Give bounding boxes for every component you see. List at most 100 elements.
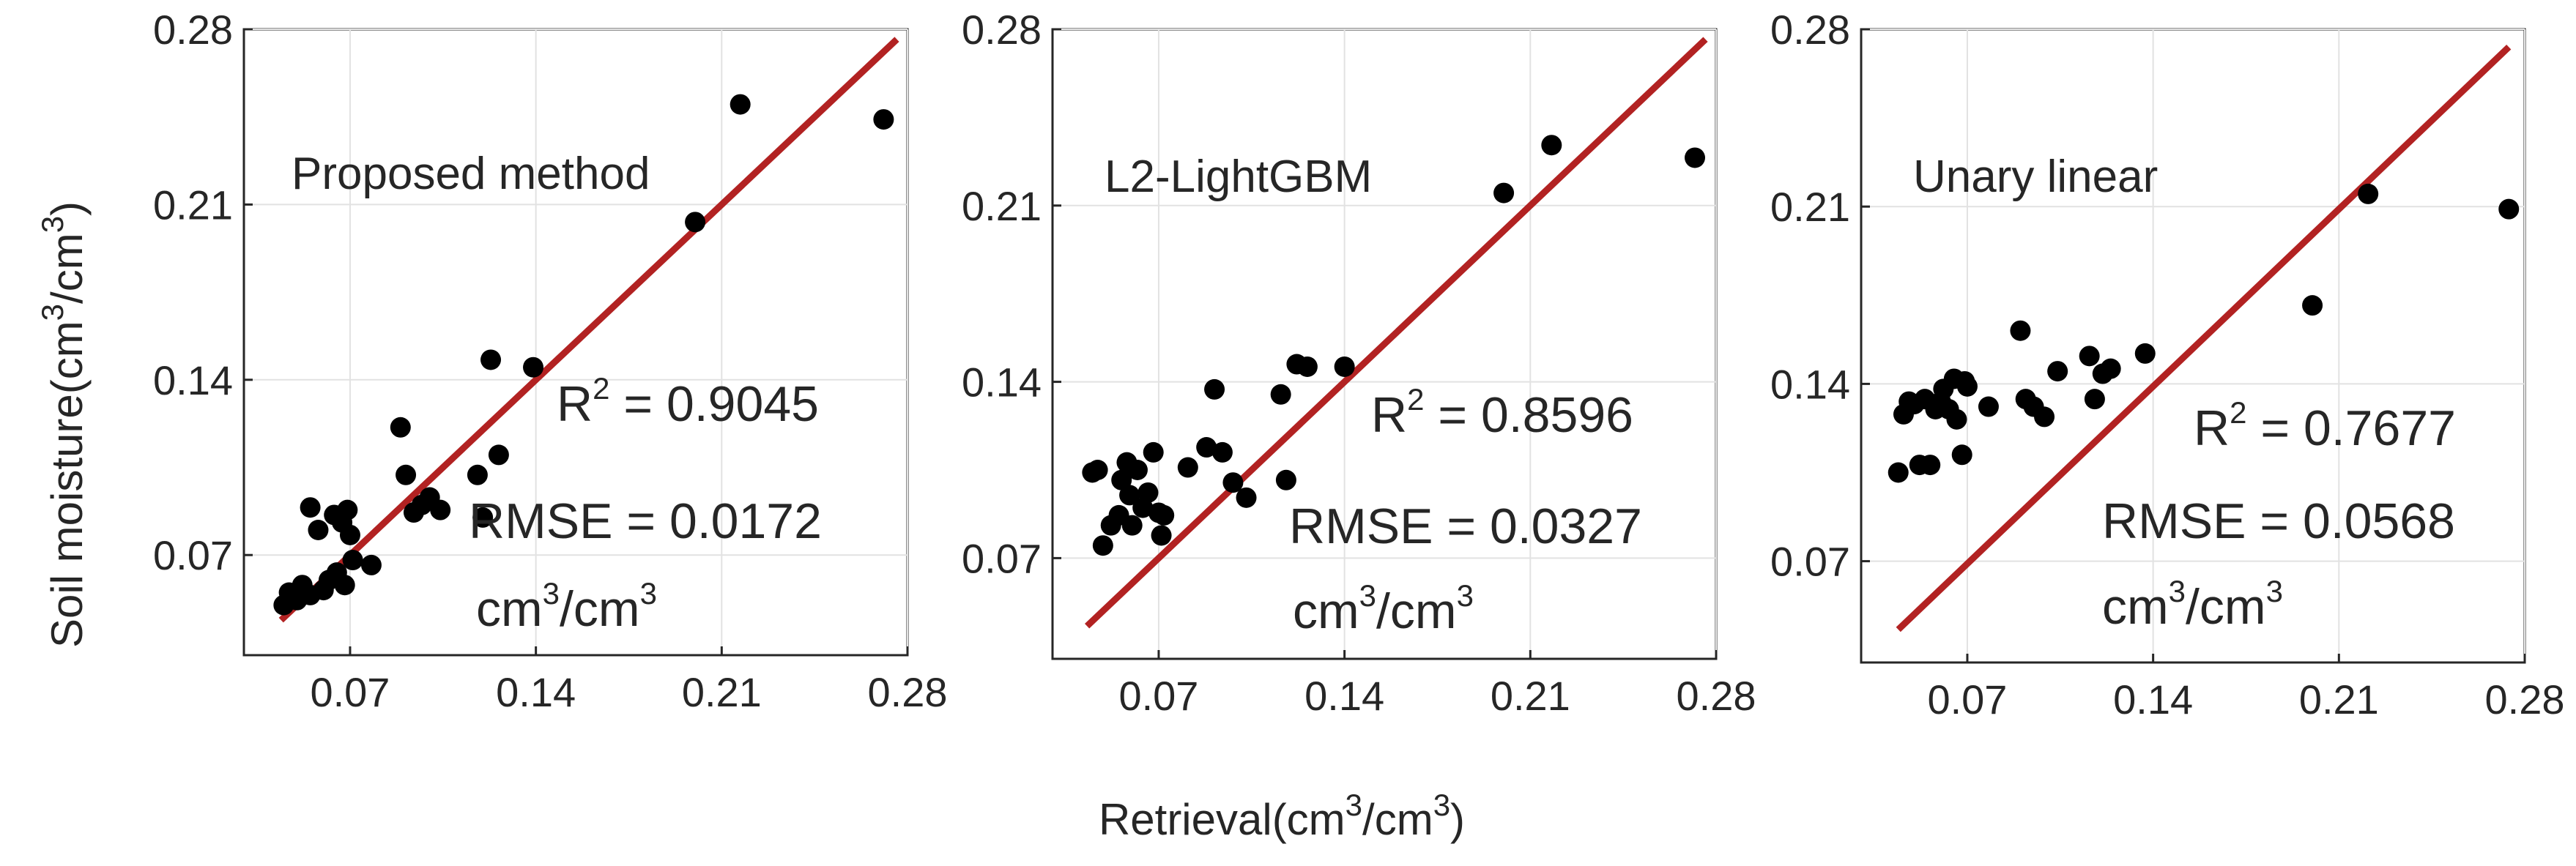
data-point-6	[308, 520, 329, 540]
data-point-23	[1275, 469, 1296, 490]
r2-annotation: R2 = 0.9045	[557, 371, 819, 432]
data-point-7	[1119, 485, 1140, 506]
y-tick-label-2: 0.21	[1770, 184, 1850, 230]
data-point-29	[1685, 147, 1706, 168]
y-tick-labels: 0.07 0.14 0.21 0.28	[1770, 7, 1850, 585]
data-point-18	[1204, 378, 1225, 400]
x-tick-label-1: 0.14	[1304, 673, 1384, 719]
data-point-25	[480, 349, 502, 370]
data-point-27	[2302, 295, 2323, 316]
data-point-25	[1296, 356, 1318, 377]
fit-line	[278, 37, 899, 623]
data-point-0	[1888, 462, 1909, 483]
data-point-12	[334, 575, 355, 596]
x-tick-labels: 0.07 0.14 0.21 0.28	[310, 669, 947, 715]
y-tick-label-0: 0.07	[153, 532, 233, 578]
data-point-13	[1951, 444, 1972, 466]
data-point-20	[1222, 472, 1244, 493]
data-point-21	[1236, 487, 1257, 508]
data-point-15	[1154, 504, 1175, 526]
x-tick-label-3: 0.28	[1677, 673, 1756, 719]
x-tick-label-0: 0.07	[1118, 673, 1198, 719]
data-point-28	[685, 212, 706, 233]
data-point-13	[337, 499, 358, 520]
data-point-14	[339, 524, 360, 545]
rmse-unit: cm3/cm3	[476, 576, 657, 637]
y-tick-labels: 0.07 0.14 0.21 0.28	[962, 7, 1042, 581]
x-axis-label: Retrieval(cm3/cm3)	[1099, 788, 1465, 844]
x-tick-label-2: 0.21	[1491, 673, 1570, 719]
rmse-annotation: RMSE = 0.0172	[469, 493, 822, 549]
data-point-17	[390, 417, 411, 438]
data-point-12	[1143, 441, 1164, 463]
data-point-14	[1151, 525, 1172, 546]
data-point-16	[1177, 457, 1198, 478]
y-tick-label-0: 0.07	[962, 535, 1042, 581]
x-tick-label-3: 0.28	[2485, 676, 2565, 723]
data-point-15	[1956, 376, 1978, 397]
data-point-28	[1541, 135, 1562, 156]
method-label: Proposed method	[292, 149, 650, 199]
data-point-24	[472, 507, 494, 528]
data-point-20	[2034, 406, 2055, 428]
y-tick-label-1: 0.14	[153, 357, 233, 403]
data-point-6	[1920, 455, 1941, 476]
x-tick-label-0: 0.07	[310, 669, 390, 715]
method-label: Unary linear	[1913, 152, 2158, 202]
data-point-8	[1121, 515, 1143, 536]
data-point-23	[467, 464, 488, 485]
data-point-2	[1092, 535, 1113, 556]
scatter-panel-unary-linear: 0.07 0.14 0.21 0.28 0.07 0.14 0.21 0.28 Unary …	[1770, 7, 2565, 723]
rmse-annotation: RMSE = 0.0327	[1289, 499, 1642, 554]
x-tick-label-0: 0.07	[1927, 676, 2007, 723]
data-point-9	[1126, 460, 1148, 480]
data-point-5	[300, 497, 321, 518]
data-point-25	[2100, 358, 2121, 379]
data-points	[273, 94, 894, 616]
rmse-unit: cm3/cm3	[1293, 578, 1474, 639]
r2-annotation: R2 = 0.8596	[1371, 382, 1633, 443]
x-tick-labels: 0.07 0.14 0.21 0.28	[1118, 673, 1756, 719]
y-tick-label-3: 0.28	[153, 7, 233, 53]
fit-line	[1896, 44, 2512, 632]
y-tick-label-2: 0.21	[962, 183, 1042, 229]
data-point-1	[1087, 460, 1108, 480]
y-tick-label-1: 0.14	[1770, 361, 1850, 407]
data-point-18	[396, 464, 417, 485]
data-point-22	[2079, 346, 2100, 367]
x-tick-label-3: 0.28	[868, 669, 948, 715]
scatter-panel-proposed: 0.07 0.14 0.21 0.28 0.07 0.14 0.21 0.28 Propos…	[153, 7, 948, 715]
data-points	[1082, 135, 1706, 556]
data-point-16	[1978, 396, 1999, 417]
scatter-panel-l2-lightgbm: 0.07 0.14 0.21 0.28 0.07 0.14 0.21 0.28 L2-Lig…	[962, 7, 1756, 719]
x-tick-label-2: 0.21	[682, 669, 762, 715]
data-point-15	[342, 550, 363, 571]
y-tick-label-1: 0.14	[962, 359, 1042, 406]
data-point-27	[1493, 182, 1515, 204]
data-point-23	[2084, 389, 2105, 410]
y-tick-label-3: 0.28	[962, 7, 1042, 53]
r2-annotation: R2 = 0.7677	[2194, 395, 2456, 456]
data-points	[1888, 183, 2520, 483]
rmse-annotation: RMSE = 0.0568	[2102, 493, 2455, 549]
data-point-26	[2134, 343, 2156, 364]
grid-lines	[1053, 28, 1718, 659]
data-point-22	[1270, 384, 1291, 405]
x-tick-label-1: 0.14	[2113, 676, 2193, 723]
y-tick-label-0: 0.07	[1770, 539, 1850, 585]
data-point-28	[2358, 183, 2379, 204]
data-point-19	[1211, 441, 1233, 463]
data-point-16	[360, 554, 382, 575]
data-point-26	[488, 444, 509, 466]
data-point-5	[1111, 469, 1132, 490]
data-point-21	[2047, 361, 2068, 382]
data-point-17	[2010, 320, 2031, 341]
data-point-26	[1334, 356, 1355, 377]
data-point-11	[1137, 482, 1159, 503]
data-point-17	[1196, 437, 1217, 458]
method-label: L2-LightGBM	[1105, 152, 1372, 202]
data-point-29	[730, 94, 751, 115]
y-axis-label: Soil moisture(cm3/cm3)	[35, 201, 92, 648]
x-tick-labels: 0.07 0.14 0.21 0.28	[1927, 676, 2564, 723]
